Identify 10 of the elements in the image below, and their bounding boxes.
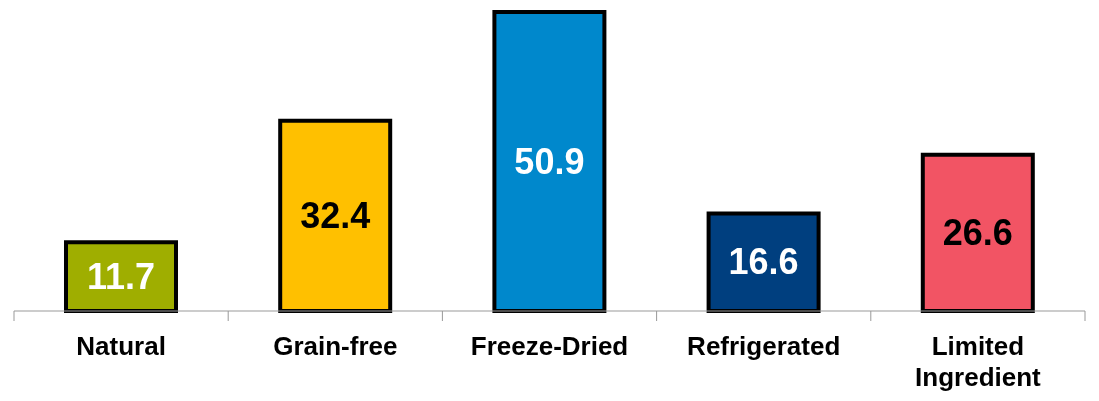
data-label: 26.6 bbox=[942, 211, 1013, 253]
x-tick-label: Limited Ingredient bbox=[915, 331, 1042, 392]
x-tick-label: Grain-free bbox=[273, 331, 398, 361]
data-label: 11.7 bbox=[86, 255, 156, 297]
data-label: 16.6 bbox=[728, 241, 799, 283]
data-label: 32.4 bbox=[300, 194, 371, 236]
data-label: 50.9 bbox=[514, 140, 585, 182]
x-tick-label: Refrigerated bbox=[687, 331, 841, 361]
x-tick-label: Natural bbox=[76, 331, 166, 361]
x-tick-label: Freeze-Dried bbox=[470, 331, 629, 361]
